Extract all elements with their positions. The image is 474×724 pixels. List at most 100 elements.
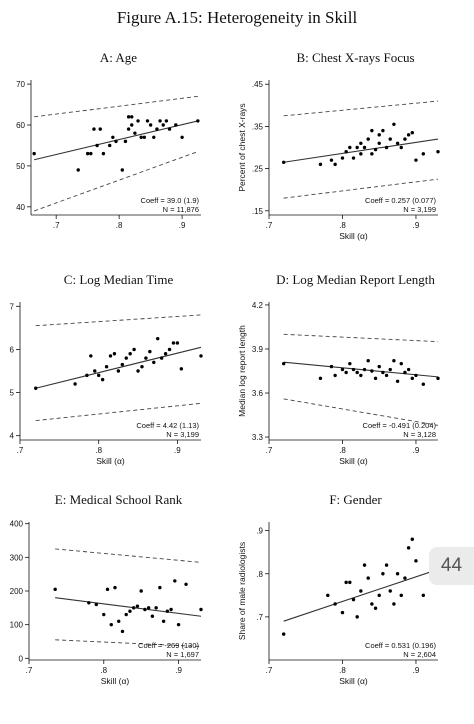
- data-point: [165, 609, 170, 613]
- data-point: [340, 156, 345, 160]
- data-point: [167, 347, 172, 352]
- data-point: [111, 135, 115, 139]
- ci-upper-line: [55, 548, 202, 563]
- data-point: [436, 150, 440, 154]
- x-tick-label: .8: [100, 666, 107, 675]
- x-tick-label: .7: [266, 221, 273, 230]
- page-number-badge: 44: [429, 547, 474, 585]
- data-point: [395, 141, 400, 145]
- data-point: [340, 610, 345, 615]
- panel-title: E: Medical School Rank: [54, 492, 183, 507]
- data-point: [384, 145, 389, 150]
- data-point: [105, 587, 110, 592]
- panel-title: B: Chest X-rays Focus: [296, 50, 415, 65]
- data-point: [180, 135, 184, 139]
- data-point: [384, 373, 389, 378]
- data-point: [348, 145, 352, 150]
- data-point: [142, 135, 147, 139]
- data-point: [351, 597, 356, 602]
- ci-lower-line: [35, 402, 202, 422]
- coeff-annotation: Coeff = -0.491 (0.204): [363, 421, 437, 430]
- data-point: [112, 352, 117, 356]
- data-point: [120, 168, 124, 172]
- y-tick-label: 100: [10, 621, 24, 630]
- y-tick-label: 0: [19, 654, 24, 663]
- data-point: [395, 572, 400, 576]
- figure-title: Figure A.15: Heterogeneity in Skill: [116, 8, 358, 27]
- data-point: [139, 589, 143, 593]
- data-point: [281, 160, 286, 164]
- data-point: [169, 607, 173, 612]
- data-point: [101, 151, 106, 156]
- data-point: [158, 585, 162, 590]
- data-point: [171, 341, 176, 345]
- data-point: [333, 602, 337, 606]
- fit-line: [55, 597, 202, 617]
- panel-title: C: Log Median Time: [63, 272, 174, 287]
- data-point: [176, 622, 181, 627]
- data-point: [159, 356, 164, 360]
- x-tick-label: .9: [413, 666, 420, 675]
- data-point: [414, 158, 418, 162]
- x-tick-label: .7: [26, 666, 33, 675]
- data-point: [154, 606, 158, 610]
- x-tick-label: .7: [53, 221, 60, 230]
- data-point: [395, 379, 400, 383]
- x-tick-label: .7: [266, 666, 273, 675]
- data-point: [163, 352, 168, 356]
- data-point: [34, 386, 38, 390]
- y-tick-label: 3.6: [252, 389, 264, 398]
- data-point: [92, 127, 96, 131]
- y-axis-label: Median log report length: [237, 325, 247, 417]
- data-point: [373, 606, 378, 610]
- data-point: [130, 115, 134, 119]
- n-annotation: N = 2,604: [403, 650, 436, 659]
- panel-log-median-time: C: Log Median Time .7 .8 .9 4 5 6 7 Skill (α) Co…: [0, 272, 237, 504]
- x-axis-label: Skill (α): [339, 676, 368, 686]
- data-point: [130, 123, 134, 127]
- y-tick-label: .7: [256, 613, 263, 622]
- data-point: [108, 143, 112, 148]
- data-point: [85, 373, 89, 378]
- data-point: [140, 364, 144, 369]
- data-point: [100, 377, 105, 382]
- y-tick-label: .8: [256, 570, 263, 579]
- data-point: [381, 370, 385, 375]
- data-point: [340, 367, 345, 372]
- panel-title: D: Log Median Report Length: [276, 272, 435, 287]
- data-point: [175, 341, 180, 345]
- coeff-annotation: Coeff = 4.42 (1.13): [136, 421, 199, 430]
- data-point: [403, 370, 407, 375]
- data-point: [392, 359, 396, 363]
- data-point: [124, 356, 128, 360]
- data-point: [333, 373, 337, 378]
- ci-lower-line: [33, 151, 199, 212]
- data-point: [146, 606, 151, 610]
- data-point: [53, 587, 57, 592]
- data-point: [392, 122, 396, 126]
- data-point: [366, 576, 370, 580]
- y-tick-label: 3.3: [252, 433, 264, 442]
- data-point: [406, 546, 411, 550]
- data-point: [120, 629, 125, 634]
- panel-title: F: Gender: [329, 492, 382, 507]
- y-axis-label: Percent of chest X-rays: [237, 103, 247, 191]
- x-axis-label: Skill (α): [339, 231, 368, 241]
- data-point: [410, 131, 414, 135]
- ci-upper-line: [35, 314, 202, 327]
- data-point: [406, 367, 411, 372]
- data-point: [126, 127, 131, 131]
- data-point: [73, 382, 77, 386]
- data-point: [344, 370, 348, 375]
- data-point: [117, 619, 121, 623]
- data-point: [392, 602, 396, 606]
- chart-gender: .7 .8 .9 .7 .8 .9 Skill (α) Share of male radio…: [237, 522, 440, 686]
- data-point: [199, 607, 203, 612]
- y-tick-label: 400: [10, 520, 24, 529]
- data-point: [370, 128, 374, 133]
- ci-upper-line: [283, 333, 439, 343]
- data-point: [108, 354, 113, 358]
- data-point: [196, 119, 200, 123]
- data-point: [421, 593, 426, 598]
- x-axis-label: Skill (α): [96, 456, 125, 466]
